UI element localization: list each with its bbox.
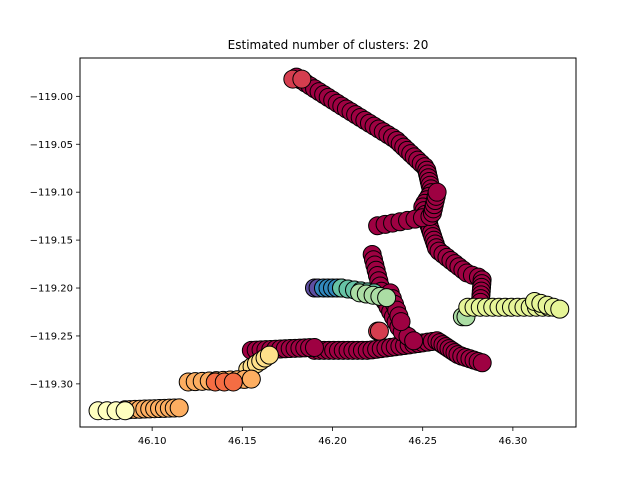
cluster-3-point xyxy=(304,337,324,357)
x-tick-label: 46.30 xyxy=(499,436,528,447)
y-tick-label: −119.05 xyxy=(30,140,73,151)
cluster-11-point xyxy=(377,288,397,308)
x-tick-label: 46.20 xyxy=(318,436,347,447)
plot-frame xyxy=(79,57,577,428)
y-tick-label: −119.25 xyxy=(30,331,73,342)
cluster-15-point xyxy=(259,345,279,365)
cluster-4-point xyxy=(404,331,424,351)
x-tick-label: 46.10 xyxy=(138,436,167,447)
y-tick-label: −119.20 xyxy=(30,284,73,295)
chart-title: Estimated number of clusters: 20 xyxy=(228,38,429,52)
points-layer xyxy=(88,67,570,421)
cluster-1-point xyxy=(427,182,447,202)
cluster-6-point xyxy=(292,69,312,89)
y-tick-label: −119.00 xyxy=(30,92,73,103)
x-tick-label: 46.25 xyxy=(408,436,437,447)
cluster-14-point xyxy=(550,299,570,319)
cluster-2-point xyxy=(472,353,492,373)
y-tick-label: −119.10 xyxy=(30,188,73,199)
cluster-5-point xyxy=(391,312,411,332)
cluster-7-point xyxy=(369,321,389,341)
cluster-18-point xyxy=(223,372,243,392)
cluster-19-point xyxy=(115,401,135,421)
x-axis: 46.10 46.15 46.20 46.25 46.30 xyxy=(138,427,527,447)
y-tick-label: −119.15 xyxy=(30,236,73,247)
cluster-16-point xyxy=(241,369,261,389)
y-axis: −119.00 −119.05 −119.10 −119.15 −119.20 −119.… xyxy=(30,92,80,390)
x-tick-label: 46.15 xyxy=(228,436,257,447)
cluster-17-point xyxy=(169,398,189,418)
y-tick-label: −119.30 xyxy=(30,379,73,390)
